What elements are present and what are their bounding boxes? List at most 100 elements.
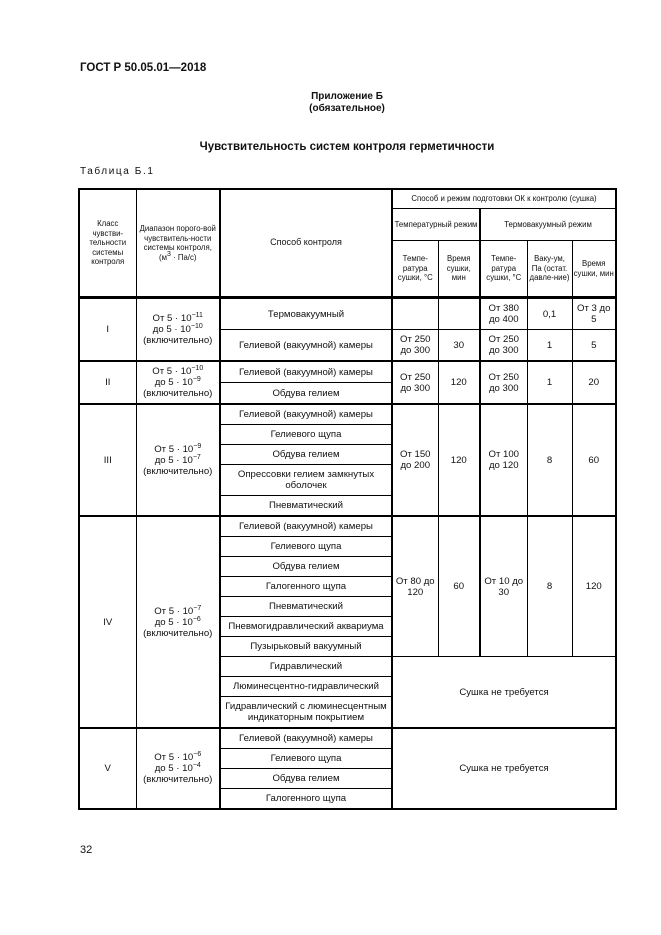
drying-value: 8 (526, 403, 573, 517)
table-caption: Таблица Б.1 (80, 166, 155, 177)
range-note: (включительно) (143, 388, 213, 399)
drying-value: 1 (526, 329, 573, 362)
sensitivity-table: Класс чувстви-тельности системы контроля… (78, 188, 618, 810)
drying-value: 120 (571, 515, 617, 657)
header-range-text: Диапазон порого-вой чувствитель-ности си… (139, 224, 216, 252)
range-from: От 5 · 10 (152, 313, 192, 324)
range-from-exp: −9 (193, 442, 202, 450)
method-cell: Гелиевого щупа (219, 424, 393, 445)
table-row: Опрессовки гелием замкнутых оболочек (79, 464, 616, 496)
range-to: до 5 · 10 (154, 454, 193, 466)
range-to-exp: −4 (192, 762, 201, 769)
table-row: V От 5 · 10−6 до 5 · 10−4 (включительно) Гел… (78, 727, 617, 810)
method-cell: Обдува гелием (219, 556, 393, 577)
method-cell: Гидравлический (219, 656, 393, 677)
range-from: От 5 · 10 (154, 443, 194, 455)
table-row: I От 5 · 10−11 до 5 · 10−10 (включительно) Т… (78, 296, 617, 362)
range-cell: От 5 · 10−10 до 5 · 10−9 (включительно) (135, 360, 221, 405)
header-sub: Время сушки, мин (571, 240, 617, 299)
drying-value: 5 (571, 329, 617, 362)
drying-value: От 10 до 30 (479, 515, 528, 657)
method-cell: Гелиевого щупа (219, 536, 393, 557)
table-row: Гелиевой (вакуумной) камеры От 250 до 300… (79, 329, 617, 362)
drying-value: 120 (437, 360, 481, 405)
range-to: до 5 · 10 (154, 377, 193, 388)
table-row: Люминесцентно-гидравлический (79, 676, 616, 697)
header-thermovac-mode: Термовакуумный режим (479, 208, 617, 241)
method-cell: Галогенного щупа (219, 788, 393, 810)
header-range: Диапазон порого-вой чувствитель-ности си… (135, 188, 221, 299)
drying-value: От 250 до 300 (391, 329, 439, 362)
no-drying-cell: Сушка не требуется (391, 727, 617, 810)
appendix-status: (обязательное) (309, 103, 385, 114)
appendix-title: Приложение Б (311, 91, 383, 102)
drying-value: От 250 до 300 (391, 360, 439, 405)
unit-rest: · Па/с) (170, 252, 197, 262)
range-cell: От 5 · 10−9 до 5 · 10−7 (включительно) (135, 403, 221, 517)
range-to-exp: −9 (192, 376, 201, 383)
drying-value: 30 (437, 329, 481, 362)
table-row: IV От 5 · 10−7 до 5 · 10−6 (включительно) Ге… (78, 515, 617, 729)
range-from-exp: −6 (193, 751, 202, 758)
method-cell: Гелиевой (вакуумной) камеры (219, 403, 393, 425)
section-heading: Чувствительность систем контроля гермети… (199, 141, 495, 153)
method-cell: Пневматический (219, 596, 393, 617)
header-method: Способ контроля (219, 188, 393, 299)
range-from-exp: −7 (193, 604, 202, 612)
header-sub: Ваку-ум, Па (остат. давле-ние) (526, 240, 573, 299)
range-to-exp: −7 (192, 453, 201, 461)
table-row: II От 5 · 10−10 до 5 · 10−9 (включительно) Г… (78, 360, 617, 405)
range-to: до 5 · 10 (152, 324, 191, 335)
method-cell: Гидравлический с люминесцентным индикато… (219, 696, 393, 729)
method-cell: Галогенного щупа (219, 576, 393, 597)
range-cell: От 5 · 10−7 до 5 · 10−6 (включительно) (135, 515, 221, 729)
method-cell: Обдува гелием (219, 444, 393, 465)
range-from-exp: −10 (191, 365, 204, 372)
range-to-exp: −10 (190, 323, 203, 330)
range-note: (включительно) (143, 774, 213, 785)
appendix-header: Приложение Б (обязательное) (0, 91, 661, 115)
class-cell: III (78, 403, 137, 517)
range-note: (включительно) (143, 465, 213, 477)
method-cell: Гелиевой (вакуумной) камеры (219, 515, 393, 537)
header-drying: Способ и режим подготовки ОК к контролю … (391, 188, 617, 209)
drying-value: От 250 до 300 (479, 360, 528, 405)
method-cell: Гелиевой (вакуумной) камеры (219, 360, 393, 383)
drying-value: 8 (526, 515, 573, 657)
table-row: Обдува гелием (79, 768, 616, 789)
class-cell: I (78, 296, 137, 362)
table-row: Обдува гелием (79, 382, 616, 405)
header-temp-mode: Температурный режим (391, 208, 481, 241)
range-cell: От 5 · 10−11 до 5 · 10−10 (включительно) (135, 296, 221, 362)
drying-value: От 80 до 120 (391, 515, 439, 657)
class-cell: IV (78, 515, 137, 729)
table-row: Галогенного щупа (79, 788, 616, 810)
drying-value: От 150 до 200 (391, 403, 439, 517)
class-cell: V (78, 727, 137, 810)
drying-value: От 380 до 400 (479, 296, 528, 330)
drying-value: 120 (437, 403, 481, 517)
method-cell: Пневмогидравлический аквариума (219, 616, 393, 637)
range-from: От 5 · 10 (154, 752, 194, 763)
method-cell: Гелиевой (вакуумной) камеры (219, 329, 393, 362)
header-sub: Темпе-ратура сушки, °С (479, 240, 528, 299)
header-sub: Время сушки, мин (437, 240, 481, 299)
page-number: 32 (80, 844, 93, 856)
drying-value: 60 (571, 403, 617, 517)
method-cell: Пузырьковый вакуумный (219, 636, 393, 657)
range-from: От 5 · 10 (152, 366, 192, 377)
header-sub: Темпе-ратура сушки, °С (391, 240, 439, 299)
drying-value: 0,1 (526, 296, 573, 330)
drying-value: От 100 до 120 (479, 403, 528, 517)
range-from-exp: −11 (191, 312, 203, 319)
method-cell: Термовакуумный (219, 296, 393, 330)
method-cell: Пневматический (219, 495, 393, 517)
drying-value (437, 296, 481, 330)
drying-value: От 3 до 5 (571, 296, 617, 330)
method-cell: Люминесцентно-гидравлический (219, 676, 393, 697)
unit-base: (м (159, 252, 168, 262)
range-to: до 5 · 10 (154, 616, 193, 628)
header-class: Класс чувстви-тельности системы контроля (78, 188, 137, 299)
document-code: ГОСТ Р 50.05.01—2018 (80, 62, 207, 74)
table-row: Пневмогидравлический аквариума (79, 616, 616, 637)
